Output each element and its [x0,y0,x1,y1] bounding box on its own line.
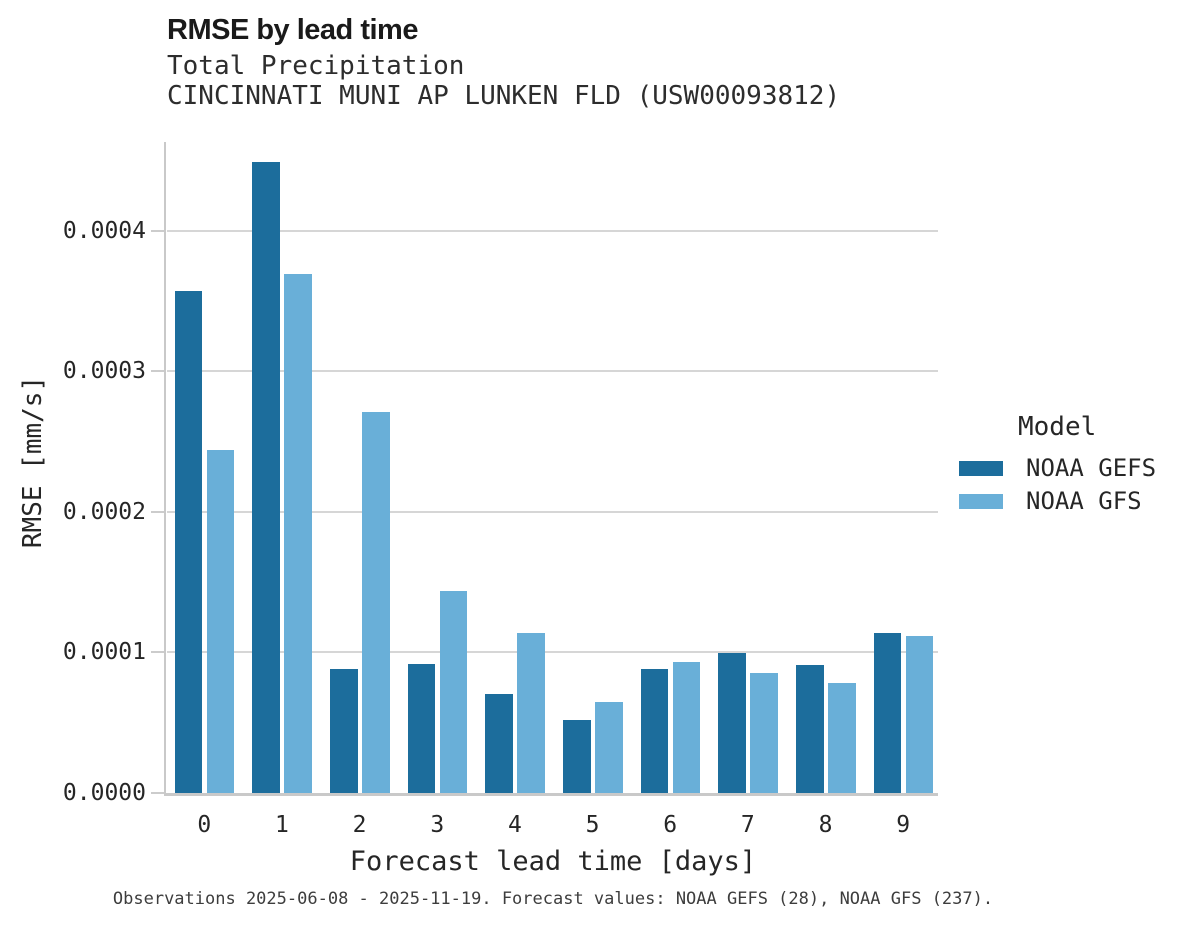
bar-noaa-gfs-lead-1 [284,274,312,793]
y-tick-label: 0.0004 [62,217,146,244]
y-tick-label: 0.0001 [62,639,146,666]
bar-noaa-gefs-lead-0 [174,291,203,793]
y-axis-spine [164,142,166,796]
bar-noaa-gefs-lead-5 [563,719,591,793]
bar-noaa-gfs-lead-5 [595,701,623,793]
x-tick-label: 4 [507,812,522,838]
bar-noaa-gfs-lead-6 [672,661,701,793]
bar-noaa-gfs-lead-2 [362,411,390,793]
x-tick-label: 2 [352,812,367,838]
bar-noaa-gfs-lead-3 [439,590,468,793]
y-tick-label: 0.0002 [62,498,146,525]
legend-entry-noaa-gefs: NOAA GEFS [959,454,1156,482]
x-axis-baseline [164,793,938,796]
bar-noaa-gefs-lead-7 [718,653,746,793]
x-tick-label: 9 [896,812,911,838]
y-tick-label: 0.0000 [62,780,146,806]
y-tick-mark [151,370,165,373]
legend-swatch-gfs-icon [959,493,1003,509]
y-tick-mark [151,792,165,794]
legend-label-gfs: NOAA GFS [1026,487,1142,515]
bar-noaa-gfs-lead-4 [517,632,545,793]
x-tick-label: 7 [740,812,755,838]
legend-entry-noaa-gfs: NOAA GFS [959,487,1142,515]
bar-noaa-gefs-lead-2 [330,669,358,793]
legend-title: Model [1018,412,1097,442]
x-tick-label: 5 [585,812,600,838]
x-tick-label: 8 [818,812,833,838]
legend-label-gefs: NOAA GEFS [1026,454,1157,482]
x-tick-label: 3 [430,812,445,838]
y-tick-mark [151,229,165,232]
x-tick-label: 1 [275,812,289,838]
x-tick-label: 6 [663,812,678,838]
bar-noaa-gefs-lead-8 [796,665,824,793]
chart-subtitle-station: CINCINNATI MUNI AP LUNKEN FLD (USW000938… [167,81,841,111]
legend-swatch-gefs-icon [959,460,1003,476]
y-tick-mark [151,510,165,513]
h-gridline [167,370,938,373]
chart-title: RMSE by lead time [167,14,418,46]
bar-noaa-gfs-lead-8 [828,683,856,793]
bar-noaa-gfs-lead-0 [206,449,235,793]
x-axis-title: Forecast lead time [days] [349,846,757,877]
bar-noaa-gfs-lead-9 [905,635,934,793]
bar-noaa-gefs-lead-1 [252,161,280,793]
chart-subtitle-variable: Total Precipitation [167,51,465,81]
bar-noaa-gefs-lead-6 [640,669,669,793]
chart-footnote: Observations 2025-06-08 - 2025-11-19. Fo… [112,889,994,909]
bar-noaa-gefs-lead-9 [873,632,902,793]
y-tick-label: 0.0003 [62,358,146,385]
bar-noaa-gefs-lead-3 [407,663,436,793]
h-gridline [167,229,938,232]
x-tick-label: 0 [197,812,212,838]
h-gridline [167,510,938,513]
h-gridline [167,651,938,654]
bar-noaa-gfs-lead-7 [750,672,778,793]
y-tick-mark [151,651,165,654]
bar-noaa-gefs-lead-4 [485,693,513,793]
